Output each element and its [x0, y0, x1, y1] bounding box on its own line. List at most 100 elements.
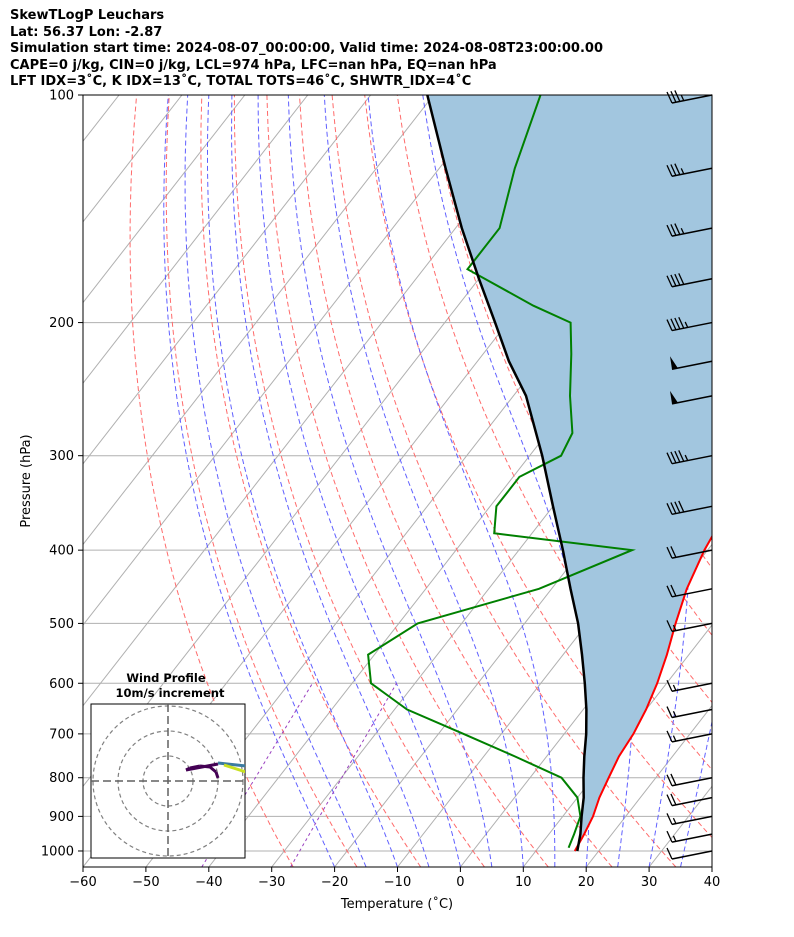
barb-flag — [670, 502, 677, 514]
x-tick-label: −60 — [69, 875, 96, 890]
barb-flag — [670, 451, 677, 464]
moist-adiabat — [323, 95, 524, 867]
wind-barb — [666, 730, 713, 743]
dry-adiabat — [429, 95, 712, 704]
barb-flag — [678, 450, 685, 462]
isotherm — [83, 95, 497, 626]
time-line: Simulation start time: 2024-08-07_00:00:… — [10, 41, 603, 56]
barb-shaft — [671, 796, 713, 807]
barb-flag — [674, 273, 681, 286]
dry-adiabat — [756, 95, 794, 867]
barb-flag — [674, 223, 681, 235]
barb-shaft — [671, 227, 713, 237]
wind-barb — [666, 706, 713, 719]
barb-flag — [666, 774, 673, 786]
isotherm — [775, 95, 794, 867]
moist-adiabat — [163, 95, 336, 867]
barb-flag — [670, 274, 677, 287]
wind-barb — [666, 90, 713, 104]
isotherm — [83, 95, 434, 546]
barb-shaft — [671, 454, 713, 465]
barb-shaft — [671, 277, 713, 288]
barb-flag — [674, 317, 681, 330]
wind-barb — [666, 679, 713, 693]
wind-barb — [666, 847, 713, 860]
barb-half-flag — [680, 227, 685, 235]
y-axis-label: Pressure (hPa) — [19, 434, 34, 527]
wind-barb — [666, 773, 713, 787]
wind-barb — [670, 390, 713, 405]
chart-title: SkewTLogP Leuchars — [10, 8, 165, 23]
x-axis-label: Temperature (˚C) — [340, 896, 453, 912]
barb-half-flag — [672, 684, 677, 691]
barb-flag — [666, 847, 673, 860]
x-tick-label: 30 — [641, 875, 658, 890]
barb-half-flag — [672, 710, 677, 718]
hodograph-segment — [214, 771, 220, 779]
barb-flag — [670, 90, 677, 103]
barb-shaft — [671, 588, 713, 598]
x-tick-label: 10 — [515, 875, 532, 890]
barb-flag — [666, 224, 673, 237]
parcel-line — [426, 95, 588, 852]
barb-shaft — [671, 395, 713, 405]
hodograph-segment — [209, 765, 217, 774]
barb-half-flag — [672, 835, 677, 842]
barb-pennant — [670, 390, 678, 404]
barb-shaft — [671, 708, 713, 719]
y-tick-label: 400 — [49, 544, 74, 559]
dry-adiabat — [200, 95, 422, 867]
barb-shaft — [671, 549, 713, 559]
dry-adiabat — [331, 95, 677, 867]
y-tick-label: 300 — [49, 449, 74, 464]
barb-shaft — [671, 833, 713, 843]
isotherm — [83, 95, 560, 707]
axes: −60 −50 −40 −30 −20 −10 0 10 20 30 40 100 200 300 400 5… — [41, 89, 720, 891]
barb-shaft — [671, 776, 713, 787]
barb-flag — [670, 224, 677, 236]
barb-half-flag — [684, 454, 689, 461]
barb-flag — [666, 319, 673, 331]
parcel-indices-line: CAPE=0 j/kg, CIN=0 j/kg, LCL=974 hPa, LF… — [10, 57, 497, 73]
y-tick-label: 900 — [49, 810, 74, 825]
dry-adiabat — [129, 95, 294, 867]
barb-half-flag — [672, 624, 677, 631]
chart-header: SkewTLogP Leuchars Lat: 56.37 Lon: -2.87… — [10, 8, 780, 91]
y-tick-label: 1000 — [41, 844, 74, 859]
wind-barbs — [666, 90, 713, 860]
barb-shaft — [671, 321, 713, 332]
barb-flag — [666, 706, 673, 718]
mixing-ratio-line — [290, 683, 398, 867]
barb-flag — [678, 316, 685, 329]
moist-adiabat — [207, 95, 398, 867]
wind-barb — [666, 163, 713, 177]
barb-flag — [666, 546, 673, 559]
barb-pennant — [670, 356, 678, 370]
dry-adiabat — [233, 95, 485, 867]
isotherm — [460, 543, 712, 867]
barb-half-flag — [672, 817, 677, 824]
barb-flag — [670, 318, 677, 331]
barb-flag — [666, 679, 673, 692]
x-tick-label: 0 — [456, 875, 464, 890]
wind-barb — [666, 793, 713, 807]
y-tick-label: 700 — [49, 727, 74, 742]
y-tick-label: 100 — [49, 89, 74, 104]
barb-flag — [666, 620, 673, 632]
hodograph-subtitle: 10m/s increment — [116, 686, 225, 700]
hodograph-segment — [185, 762, 219, 772]
barb-flag — [666, 730, 673, 743]
wind-barb — [666, 500, 713, 516]
cape-shaded-area — [427, 95, 712, 851]
hodograph-segment — [217, 761, 245, 768]
wind-barb — [666, 316, 713, 332]
barb-flag — [666, 503, 673, 515]
hodograph-title: Wind Profile — [126, 671, 206, 685]
wind-barb — [666, 584, 713, 598]
dry-adiabat — [266, 95, 549, 867]
barb-shaft — [671, 167, 713, 177]
barb-flag — [666, 275, 673, 288]
y-tick-label: 500 — [49, 617, 74, 632]
barb-half-flag — [680, 168, 685, 175]
moist-adiabat — [422, 95, 591, 867]
